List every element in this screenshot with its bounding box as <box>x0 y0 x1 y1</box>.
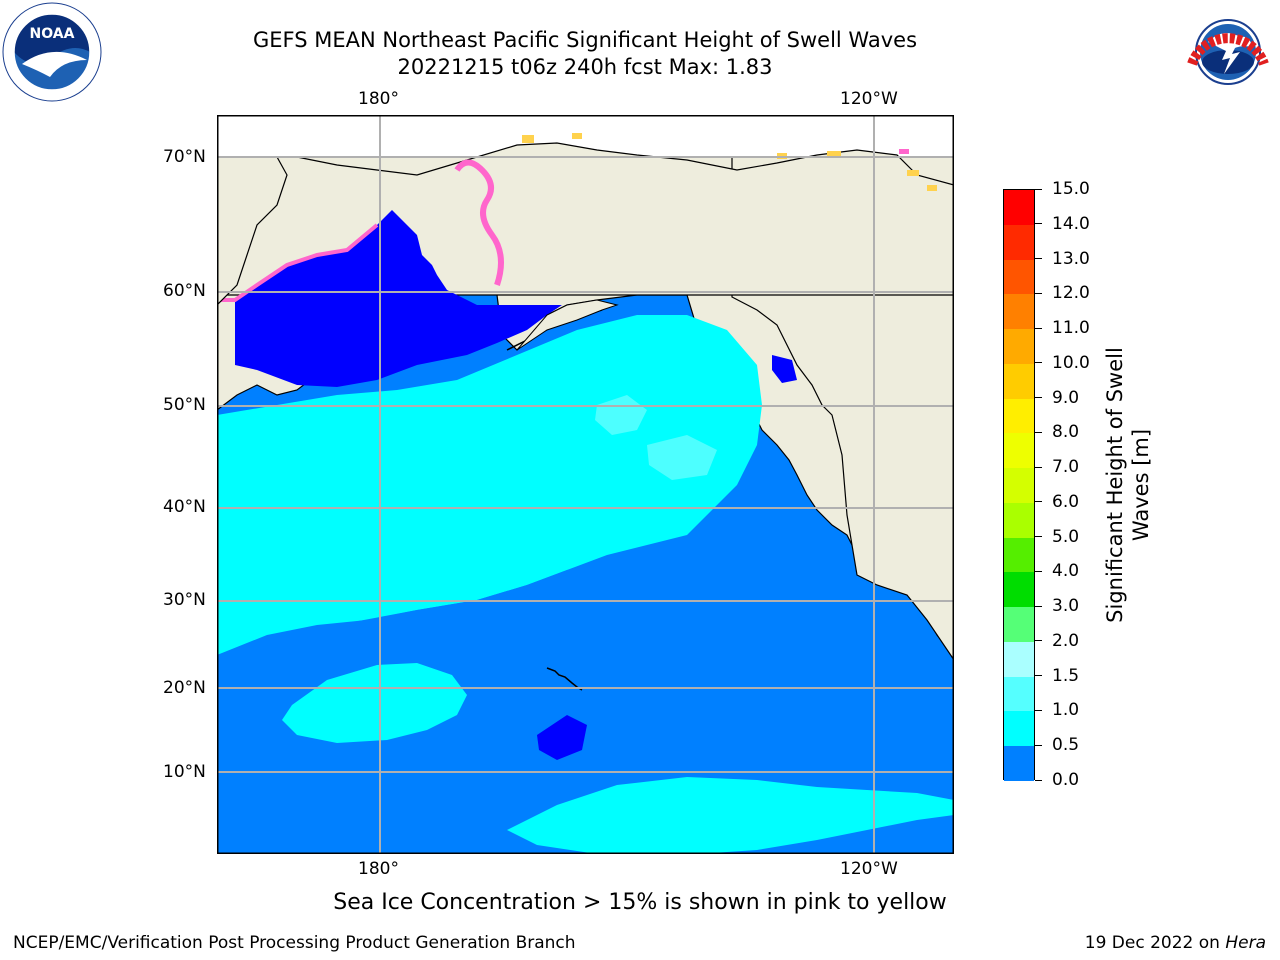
footer-date-text: 19 Dec 2022 on <box>1084 933 1226 953</box>
colorbar-tick-mark <box>1035 640 1042 642</box>
lon-label-bottom-180: 180° <box>358 859 399 879</box>
colorbar-tick-label: 1.5 <box>1052 665 1080 686</box>
swell-1-1.5-hawaii <box>282 663 467 743</box>
alaska-peninsula <box>516 299 619 351</box>
lon-label-bottom-120w: 120°W <box>840 859 898 879</box>
colorbar-tick-mark <box>1035 223 1042 225</box>
colorbar-bin <box>1004 676 1034 712</box>
colorbar-tick-mark <box>1035 570 1042 572</box>
colorbar-label: Significant Height of Swell Waves [m] <box>1102 315 1154 655</box>
colorbar-tick-label: 11.0 <box>1052 318 1090 339</box>
colorbar-bin <box>1004 363 1034 400</box>
noaa-logo-text: NOAA <box>30 26 75 42</box>
colorbar <box>1003 189 1035 782</box>
lat-label-50n: 50°N <box>163 395 206 415</box>
lat-label-20n: 20°N <box>163 678 206 698</box>
colorbar-tick-mark <box>1035 536 1042 538</box>
swell-0-0.5-hawaii <box>537 715 587 760</box>
colorbar-bin <box>1004 502 1034 539</box>
colorbar-tick-label: 7.0 <box>1052 457 1080 478</box>
colorbar-tick-label: 13.0 <box>1052 248 1090 269</box>
colorbar-label-text: Significant Height of Swell Waves [m] <box>1103 347 1153 623</box>
colorbar-tick-mark <box>1035 466 1042 468</box>
colorbar-tick-label: 3.0 <box>1052 596 1080 617</box>
colorbar-tick-mark <box>1035 431 1042 433</box>
noaa-logo: NOAA <box>2 2 102 102</box>
colorbar-tick-label: 14.0 <box>1052 213 1090 234</box>
colorbar-bin <box>1004 572 1034 608</box>
swell-1.5-2-patch-2 <box>647 435 717 480</box>
colorbar-tick-label: 1.0 <box>1052 700 1080 721</box>
ocean-bering-sea <box>235 210 562 387</box>
lon-label-top-180: 180° <box>358 89 399 109</box>
colorbar-tick-label: 0.5 <box>1052 735 1080 756</box>
chart-title: GEFS MEAN Northeast Pacific Significant … <box>252 28 918 52</box>
colorbar-tick-label: 9.0 <box>1052 387 1080 408</box>
colorbar-bin <box>1004 746 1034 782</box>
colorbar-tick-mark <box>1035 605 1042 607</box>
ice-edge-chukchi <box>454 159 504 286</box>
lat-label-60n: 60°N <box>163 281 206 301</box>
lat-label-40n: 40°N <box>163 497 206 517</box>
colorbar-tick-mark <box>1035 292 1042 294</box>
ice-edge-bering <box>217 223 379 302</box>
colorbar-bin <box>1004 468 1034 504</box>
colorbar-tick-mark <box>1035 188 1042 190</box>
swell-0-0.5-bc-coast <box>772 355 797 383</box>
colorbar-bin <box>1004 329 1034 365</box>
nws-logo <box>1178 2 1278 102</box>
colorbar-bin <box>1004 398 1034 434</box>
map-panel <box>217 115 954 854</box>
map-graticule <box>217 115 954 854</box>
sea-ice-caption: Sea Ice Concentration > 15% is shown in … <box>333 890 947 915</box>
lat-label-10n: 10°N <box>163 762 206 782</box>
colorbar-bin <box>1004 433 1034 469</box>
lat-label-30n: 30°N <box>163 590 206 610</box>
colorbar-bin <box>1004 607 1034 643</box>
swell-1-1.5-south <box>507 777 954 854</box>
colorbar-tick-mark <box>1035 327 1042 329</box>
land-russia <box>217 156 288 306</box>
colorbar-tick-label: 10.0 <box>1052 352 1090 373</box>
colorbar-tick-label: 15.0 <box>1052 179 1090 199</box>
swell-0.5-1-mid <box>217 565 597 695</box>
lon-label-top-120w: 120°W <box>840 89 898 109</box>
colorbar-bin <box>1004 537 1034 573</box>
colorbar-tick-label: 4.0 <box>1052 561 1080 582</box>
colorbar-tick-mark <box>1035 362 1042 364</box>
colorbar-tick-mark <box>1035 709 1042 711</box>
colorbar-tick-mark <box>1035 258 1042 260</box>
lat-label-70n: 70°N <box>163 147 206 167</box>
footer-branch: NCEP/EMC/Verification Post Processing Pr… <box>13 933 576 953</box>
colorbar-bin <box>1004 294 1034 330</box>
colorbar-tick-label: 12.0 <box>1052 283 1090 304</box>
colorbar-tick-label: 2.0 <box>1052 630 1080 651</box>
colorbar-bin <box>1004 641 1034 678</box>
colorbar-bin <box>1004 711 1034 747</box>
colorbar-tick-label: 8.0 <box>1052 422 1080 443</box>
colorbar-tick-mark <box>1035 501 1042 503</box>
map-frame <box>217 115 954 854</box>
colorbar-tick-mark <box>1035 779 1042 781</box>
colorbar-tick-label: 6.0 <box>1052 491 1080 512</box>
colorbar-tick-mark <box>1035 675 1042 677</box>
colorbar-bin <box>1004 224 1034 260</box>
colorbar-tick-mark <box>1035 397 1042 399</box>
colorbar-tick-label: 0.0 <box>1052 770 1080 790</box>
colorbar-tick-label: 5.0 <box>1052 526 1080 547</box>
chart-subtitle: 20221215 t06z 240h fcst Max: 1.83 <box>397 55 773 79</box>
colorbar-tick-mark <box>1035 744 1042 746</box>
colorbar-bin <box>1004 259 1034 295</box>
footer-date: 19 Dec 2022 on Hera <box>1085 932 1266 954</box>
colorbar-bin <box>1004 190 1034 226</box>
footer-host: Hera <box>1225 933 1266 953</box>
